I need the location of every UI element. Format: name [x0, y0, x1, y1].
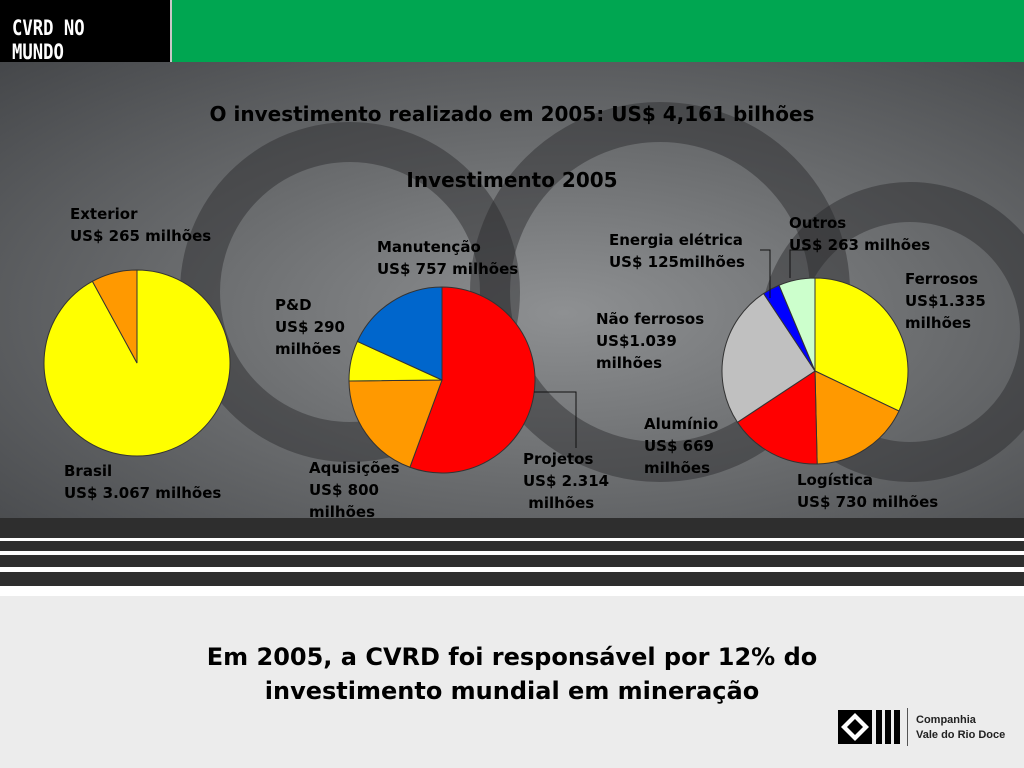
header-accent-band [172, 0, 1024, 62]
decorative-stripes [0, 518, 1024, 596]
pie-investimento-setor [721, 277, 909, 465]
slice-exterior [91, 269, 138, 364]
header-bar: CVRD NO MUNDO [0, 0, 1024, 64]
slice-outros [778, 277, 816, 372]
footer-statement: Em 2005, a CVRD foi responsável por 12% … [206, 643, 818, 705]
slice-projetos [409, 286, 536, 474]
leader-projetos [534, 391, 577, 448]
leader-energia [760, 249, 771, 298]
label-energia-eletrica: Energia elétrica US$ 125milhões [609, 231, 745, 271]
label-brasil: Brasil US$ 3.067 milhões [64, 462, 222, 502]
slice-manutencao [356, 286, 443, 381]
label-logistica: Logística US$ 730 milhões [797, 471, 939, 511]
label-aquisicoes: Aquisições US$ 800 milhões [309, 459, 400, 521]
slice-nao-ferrosos [721, 292, 816, 423]
label-manutencao: Manutenção US$ 757 milhões [377, 238, 519, 278]
label-pd: P&D US$ 290 milhões [275, 296, 345, 358]
header-logo: CVRD NO MUNDO [0, 0, 172, 64]
cvrd-logo-icon [838, 710, 900, 744]
leader-lines [534, 249, 808, 448]
label-projetos: Projetos US$ 2.314 milhões [523, 450, 610, 512]
chart-title: Investimento 2005 [406, 168, 618, 192]
slice-aquisicoes [348, 379, 443, 468]
slice-logistica [814, 370, 900, 465]
slide-title: O investimento realizado em 2005: US$ 4,… [209, 102, 815, 126]
company-name: Companhia Vale do Rio Doce [916, 714, 1006, 741]
label-aluminio: Alumínio US$ 669 milhões [644, 415, 719, 477]
label-exterior: Exterior US$ 265 milhões [70, 205, 212, 245]
leader-outros [789, 249, 808, 278]
label-outros: Outros US$ 263 milhões [789, 214, 931, 254]
pie-investimento-tipo [348, 286, 536, 474]
header-logo-text: CVRD NO MUNDO [12, 16, 85, 64]
slice-ferrosos [814, 277, 909, 412]
logo-separator [907, 708, 908, 746]
pie-brasil-exterior [43, 269, 231, 457]
label-ferrosos: Ferrosos US$1.335 milhões [905, 270, 986, 332]
label-nao-ferrosos: Não ferrosos US$1.039 milhões [596, 310, 705, 372]
slice-aluminio [736, 370, 818, 465]
